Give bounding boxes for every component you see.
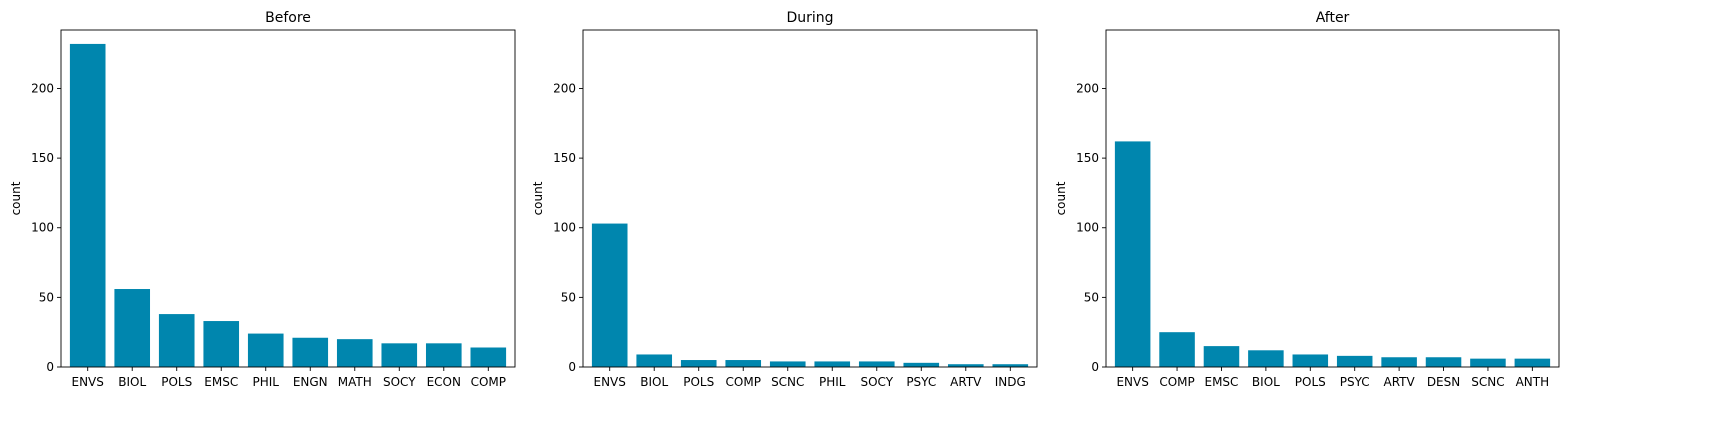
x-tick-label: ARTV bbox=[950, 375, 982, 389]
x-tick-label: MATH bbox=[338, 375, 372, 389]
x-tick-label: PHIL bbox=[819, 375, 846, 389]
bar-indg bbox=[992, 364, 1029, 367]
bar-pols bbox=[158, 314, 195, 367]
chart-title: During bbox=[786, 10, 833, 26]
y-tick-label: 100 bbox=[553, 221, 576, 235]
y-tick-label: 0 bbox=[46, 360, 54, 374]
bar-pols bbox=[1292, 354, 1329, 367]
bar-phil bbox=[814, 361, 851, 367]
x-tick-label: EMSC bbox=[1205, 375, 1239, 389]
y-tick-label: 150 bbox=[1076, 151, 1099, 165]
y-tick-label: 50 bbox=[561, 290, 576, 304]
bar-psyc bbox=[903, 362, 940, 367]
y-tick-label: 150 bbox=[31, 151, 54, 165]
bar-envs bbox=[69, 43, 106, 367]
bar-comp bbox=[1159, 332, 1195, 367]
y-tick-label: 150 bbox=[553, 151, 576, 165]
y-tick-label: 100 bbox=[1076, 221, 1099, 235]
x-tick-label: PSYC bbox=[1340, 375, 1370, 389]
y-tick-label: 50 bbox=[1084, 290, 1099, 304]
bar-biol bbox=[1248, 350, 1284, 367]
bar-psyc bbox=[1336, 355, 1373, 367]
y-tick-label: 0 bbox=[1091, 360, 1099, 374]
bar-socy bbox=[858, 361, 895, 367]
bar-biol bbox=[114, 289, 151, 367]
x-tick-label: BIOL bbox=[640, 375, 668, 389]
y-tick-label: 50 bbox=[39, 290, 54, 304]
bar-envs bbox=[591, 223, 628, 367]
x-tick-label: BIOL bbox=[118, 375, 146, 389]
bar-biol bbox=[636, 354, 673, 367]
x-tick-label: SOCY bbox=[860, 375, 893, 389]
x-tick-label: SCNC bbox=[771, 375, 804, 389]
y-tick-label: 100 bbox=[31, 221, 54, 235]
axes-frame bbox=[60, 29, 516, 368]
y-axis-label: count bbox=[531, 181, 545, 215]
x-tick-label: DESN bbox=[1427, 375, 1460, 389]
bar-scnc bbox=[769, 361, 806, 367]
bar-pols bbox=[680, 360, 717, 367]
x-tick-label: ENGN bbox=[293, 375, 328, 389]
x-tick-label: POLS bbox=[683, 375, 714, 389]
bar-envs bbox=[1114, 141, 1151, 367]
x-tick-label: SCNC bbox=[1471, 375, 1504, 389]
chart-panel-after: 0 50 100 150 200 ENVS COMP EMSC BIOL POLS PSYC ARTV… bbox=[1054, 10, 1560, 389]
x-tick-label: BIOL bbox=[1252, 375, 1280, 389]
bar-comp bbox=[470, 347, 507, 367]
bar-anth bbox=[1514, 358, 1551, 367]
bar-comp bbox=[725, 360, 762, 367]
axes-frame bbox=[1105, 29, 1560, 368]
x-tick-label: POLS bbox=[1295, 375, 1326, 389]
x-tick-label: ECON bbox=[427, 375, 461, 389]
x-tick-label: INDG bbox=[995, 375, 1026, 389]
x-tick-label: COMP bbox=[726, 375, 761, 389]
x-tick-label: PHIL bbox=[253, 375, 280, 389]
x-tick-label: ENVS bbox=[594, 375, 626, 389]
y-tick-label: 200 bbox=[553, 81, 576, 95]
bar-socy bbox=[381, 343, 418, 367]
x-tick-label: ARTV bbox=[1384, 375, 1416, 389]
bar-phil bbox=[247, 333, 284, 367]
x-tick-label: ENVS bbox=[1116, 375, 1148, 389]
y-tick-label: 0 bbox=[568, 360, 576, 374]
x-tick-label: EMSC bbox=[204, 375, 238, 389]
bar-scnc bbox=[1470, 358, 1506, 367]
axes-frame bbox=[582, 29, 1038, 368]
y-tick-label: 200 bbox=[31, 81, 54, 95]
chart-panel-before: 0 50 100 150 200 ENVS BIOL POLS EMSC PHIL ENGN MATH… bbox=[9, 10, 516, 389]
x-tick-label: POLS bbox=[161, 375, 192, 389]
bar-artv bbox=[1381, 357, 1417, 367]
y-axis-label: count bbox=[1054, 181, 1068, 215]
chart-title: After bbox=[1316, 10, 1350, 26]
y-tick-label: 200 bbox=[1076, 81, 1099, 95]
x-tick-label: COMP bbox=[471, 375, 506, 389]
x-tick-label: SOCY bbox=[383, 375, 416, 389]
x-tick-label: ENVS bbox=[72, 375, 104, 389]
bar-artv bbox=[947, 364, 984, 367]
x-tick-label: ANTH bbox=[1516, 375, 1550, 389]
chart-title: Before bbox=[265, 10, 311, 26]
bar-engn bbox=[292, 337, 329, 367]
x-tick-label: COMP bbox=[1159, 375, 1194, 389]
bar-econ bbox=[425, 343, 462, 367]
chart-panel-during: 0 50 100 150 200 ENVS BIOL POLS COMP SCNC PHIL SOCY… bbox=[531, 10, 1038, 389]
bar-emsc bbox=[203, 321, 240, 367]
y-axis-label: count bbox=[9, 181, 23, 215]
bar-emsc bbox=[1203, 346, 1240, 367]
bar-math bbox=[336, 339, 373, 367]
x-tick-label: PSYC bbox=[906, 375, 936, 389]
bar-desn bbox=[1425, 357, 1462, 367]
